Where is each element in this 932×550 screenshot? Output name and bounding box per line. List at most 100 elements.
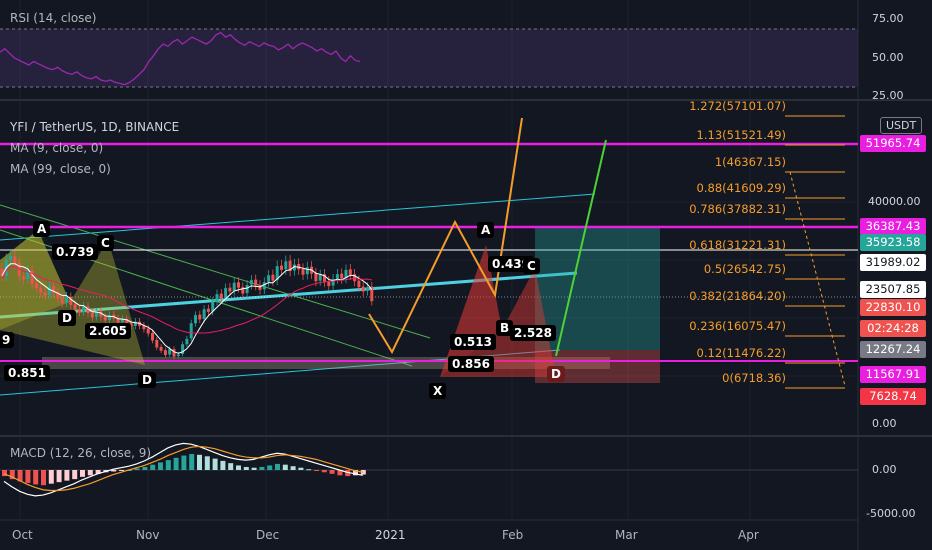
macd-line — [3, 442, 363, 497]
macd-histogram-bar — [95, 470, 101, 474]
time-label-apr: Apr — [738, 528, 759, 542]
candle-body — [340, 273, 344, 279]
ma9-legend: MA (9, close, 0) — [10, 141, 104, 155]
rsi-plot — [0, 31, 361, 86]
currency-button[interactable]: USDT — [880, 117, 923, 134]
fib-level-label: 1.272(57101.07) — [689, 99, 786, 113]
candle-body — [280, 265, 283, 270]
candle-body — [86, 306, 90, 314]
pattern-right-label-b: B — [496, 320, 514, 336]
fib-level-label: 0.88(41609.29) — [696, 181, 786, 195]
candle-body — [39, 287, 43, 293]
candle-body — [56, 292, 60, 299]
candle-body — [142, 325, 146, 330]
candle-body — [335, 274, 339, 279]
fib-level-label: 0.618(31221.31) — [689, 238, 786, 252]
candle-body — [292, 264, 296, 271]
macd-histogram-bar — [111, 470, 117, 472]
pattern-left-label-c: C — [97, 235, 114, 251]
macd-histogram-bar — [119, 470, 124, 471]
candle-body — [69, 296, 73, 305]
candle-body — [314, 273, 318, 282]
macd-histogram-bar — [290, 466, 296, 470]
macd-histogram-bar — [282, 464, 288, 470]
candle-body — [90, 312, 94, 318]
macd-histogram-bar — [321, 470, 327, 473]
macd-histogram-bar — [56, 470, 62, 483]
macd-histogram-bar — [314, 470, 319, 471]
macd-level-neg5000: -5000.00 — [866, 507, 916, 520]
ma99-line — [1, 266, 372, 334]
pattern-left-label-d2: D — [138, 372, 156, 388]
pattern-left-label-a: A — [33, 221, 51, 237]
candle-body — [245, 284, 249, 294]
macd-histogram-bar — [173, 457, 179, 470]
candle-body — [370, 286, 374, 302]
price-tag: 02:24:28 — [860, 320, 926, 337]
candle-body — [26, 269, 30, 280]
price-tag: 35923.58 — [860, 234, 926, 251]
candle-body — [9, 255, 13, 261]
candle-body — [331, 279, 335, 286]
rsi-level-50: 50.00 — [872, 51, 904, 64]
projection-green — [555, 139, 607, 357]
candle-body — [146, 328, 150, 334]
pattern-left-label-d: D — [58, 310, 76, 326]
macd-histogram-bar — [329, 470, 335, 474]
candle-body — [297, 263, 301, 270]
candle-body — [65, 296, 68, 303]
harmonic-left-wing-1 — [0, 230, 70, 330]
candle-body — [267, 275, 271, 282]
candle-body — [318, 274, 322, 281]
harmonic-right-wing-2 — [440, 268, 556, 377]
macd-histogram-bar — [275, 463, 280, 470]
macd-histogram-bar — [267, 465, 273, 470]
fib-level-label: 0.5(26542.75) — [703, 262, 786, 276]
candle-body — [181, 344, 185, 354]
time-label-mar: Mar — [615, 528, 638, 542]
time-label-2021: 2021 — [375, 528, 406, 542]
candle-body — [172, 349, 176, 357]
rsi-legend: RSI (14, close) — [10, 11, 97, 25]
candle-body — [168, 349, 172, 355]
candle-body — [284, 261, 288, 270]
candle-body — [288, 260, 292, 271]
candle-body — [77, 309, 81, 313]
fib-level-label: 1.13(51521.49) — [696, 128, 786, 142]
rsi-level-25: 25.00 — [872, 89, 904, 102]
candle-body — [232, 282, 236, 291]
macd-histogram-bar — [298, 467, 304, 470]
macd-histogram-bar — [306, 469, 312, 471]
macd-histogram-bar — [80, 470, 85, 477]
macd-histogram-bar — [189, 454, 195, 470]
ma9-line — [1, 263, 373, 354]
price-tag: 22830.10 — [860, 299, 926, 316]
macd-histogram-bar — [181, 455, 187, 470]
candle-body — [206, 308, 210, 312]
macd-histogram-bar — [353, 470, 358, 476]
candle-body — [108, 315, 111, 321]
candle-body — [348, 269, 352, 275]
macd-histogram-bar — [25, 470, 31, 483]
candle-body — [0, 268, 4, 276]
candle-body — [366, 287, 369, 291]
macd-histogram-bar — [251, 467, 257, 470]
candle-body — [262, 282, 266, 290]
macd-histogram-bar — [259, 466, 265, 470]
candle-body — [60, 297, 64, 304]
macd-histogram-bar — [126, 470, 132, 471]
macd-level-0: 0.00 — [872, 463, 897, 476]
pattern-left-label-ratio-3: 0.851 — [4, 365, 50, 381]
macd — [2, 442, 366, 497]
candle-body — [129, 323, 133, 327]
macd-signal-line — [3, 445, 363, 492]
moving-averages — [1, 263, 373, 354]
candle-body — [189, 323, 193, 339]
price-tag: 7628.74 — [860, 388, 926, 405]
candle-body — [43, 291, 47, 296]
candle-body — [116, 318, 120, 323]
macd-histogram-bar — [243, 466, 249, 470]
candle-body — [22, 276, 25, 280]
price-tag: 31989.02 — [860, 254, 926, 271]
